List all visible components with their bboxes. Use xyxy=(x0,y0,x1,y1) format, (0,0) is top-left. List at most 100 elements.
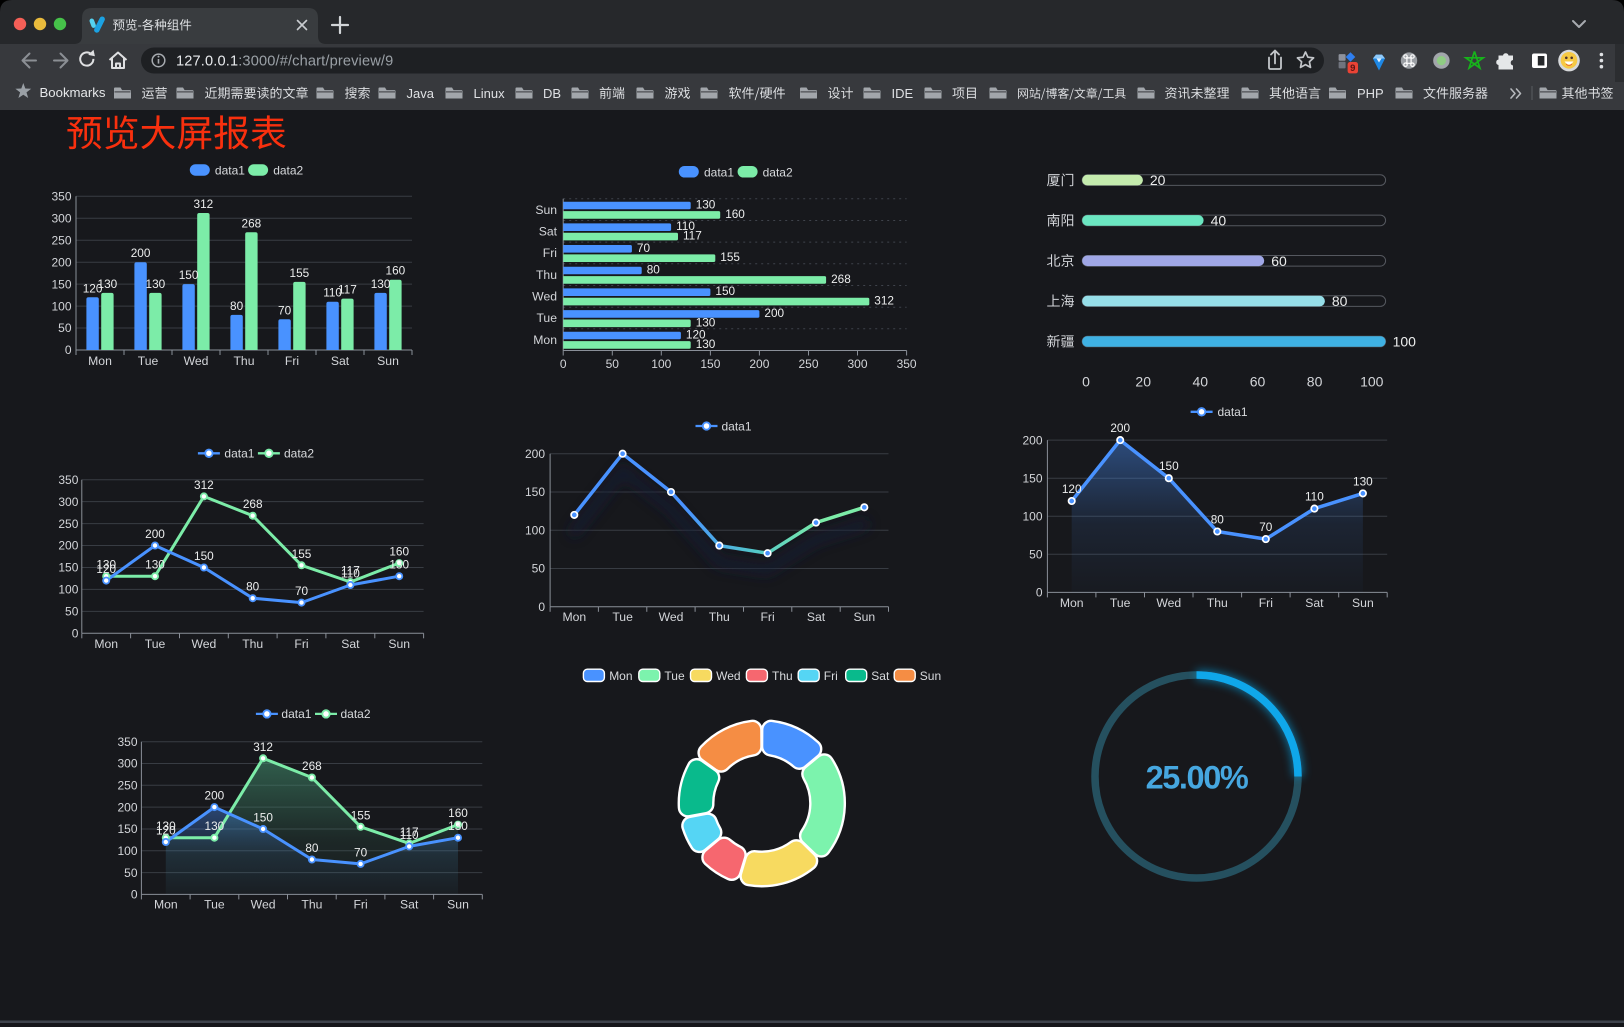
svg-text:50: 50 xyxy=(1029,548,1043,562)
svg-text:200: 200 xyxy=(205,789,225,803)
svg-text:60: 60 xyxy=(1271,253,1287,269)
svg-text:50: 50 xyxy=(65,605,79,619)
svg-text:117: 117 xyxy=(338,283,357,297)
svg-text:100: 100 xyxy=(117,844,137,858)
svg-text:Wed: Wed xyxy=(716,669,740,683)
svg-text:Thu: Thu xyxy=(709,610,730,624)
svg-text:Bookmarks: Bookmarks xyxy=(40,85,106,100)
svg-text:160: 160 xyxy=(389,545,409,559)
svg-text:Sat: Sat xyxy=(807,610,826,624)
svg-text:Sat: Sat xyxy=(400,898,419,912)
svg-text:Mon: Mon xyxy=(88,354,112,368)
svg-text:70: 70 xyxy=(1259,520,1273,534)
svg-text:100: 100 xyxy=(58,583,78,597)
svg-text:Fri: Fri xyxy=(285,354,299,368)
svg-text:350: 350 xyxy=(58,473,78,487)
svg-text:DB: DB xyxy=(543,86,561,101)
svg-text:Sat: Sat xyxy=(871,669,890,683)
svg-text:130: 130 xyxy=(146,277,166,291)
svg-text:0: 0 xyxy=(560,357,567,371)
svg-text:Tue: Tue xyxy=(138,354,159,368)
svg-text:Sun: Sun xyxy=(377,354,399,368)
svg-text:0: 0 xyxy=(1036,586,1043,600)
svg-text:268: 268 xyxy=(242,216,262,230)
svg-text:150: 150 xyxy=(58,561,78,575)
svg-text:Fri: Fri xyxy=(1259,596,1273,610)
svg-text:300: 300 xyxy=(847,357,867,371)
svg-text:200: 200 xyxy=(1022,433,1042,447)
svg-text:0: 0 xyxy=(131,888,138,902)
svg-text:Fri: Fri xyxy=(824,669,838,683)
svg-text:155: 155 xyxy=(290,266,310,280)
svg-text:312: 312 xyxy=(194,197,214,211)
svg-text:200: 200 xyxy=(58,539,78,553)
svg-text:Thu: Thu xyxy=(233,354,254,368)
svg-text:200: 200 xyxy=(131,246,151,260)
svg-text:130: 130 xyxy=(696,198,716,212)
svg-text:Wed: Wed xyxy=(184,354,209,368)
svg-text:Wed: Wed xyxy=(251,898,276,912)
svg-text:Thu: Thu xyxy=(301,898,322,912)
svg-text:130: 130 xyxy=(371,277,391,291)
svg-text:40: 40 xyxy=(1211,212,1227,228)
svg-text:Sun: Sun xyxy=(535,203,557,217)
svg-text:350: 350 xyxy=(117,735,137,749)
svg-text:Tue: Tue xyxy=(536,311,557,325)
svg-text:0: 0 xyxy=(538,600,545,614)
svg-text:200: 200 xyxy=(117,800,137,814)
svg-text:Tue: Tue xyxy=(1110,596,1131,610)
svg-text:70: 70 xyxy=(295,584,309,598)
svg-text:Thu: Thu xyxy=(772,669,793,683)
svg-text:data1: data1 xyxy=(722,419,752,433)
svg-text:200: 200 xyxy=(525,447,545,461)
svg-text:130: 130 xyxy=(696,315,716,329)
svg-text:200: 200 xyxy=(1110,421,1130,435)
svg-text:20: 20 xyxy=(1150,172,1166,188)
svg-text:300: 300 xyxy=(58,495,78,509)
svg-text:Mon: Mon xyxy=(154,898,178,912)
svg-text:130: 130 xyxy=(1353,474,1373,488)
svg-text:160: 160 xyxy=(725,207,745,221)
svg-text:150: 150 xyxy=(194,549,214,563)
svg-text:155: 155 xyxy=(292,547,312,561)
svg-text:350: 350 xyxy=(897,357,917,371)
svg-text:50: 50 xyxy=(606,357,620,371)
svg-text:Wed: Wed xyxy=(532,290,557,304)
svg-text:300: 300 xyxy=(117,757,137,771)
svg-text:70: 70 xyxy=(637,241,651,255)
svg-text:250: 250 xyxy=(58,517,78,531)
svg-text:80: 80 xyxy=(1211,513,1225,527)
svg-text:Wed: Wed xyxy=(191,637,216,651)
svg-text:Fri: Fri xyxy=(294,637,308,651)
svg-text:120: 120 xyxy=(156,824,176,838)
svg-text:150: 150 xyxy=(51,277,71,291)
svg-text:312: 312 xyxy=(194,478,214,492)
svg-text:200: 200 xyxy=(764,306,784,320)
svg-text:80: 80 xyxy=(647,263,661,277)
svg-text:268: 268 xyxy=(243,497,263,511)
svg-text:Mon: Mon xyxy=(533,333,557,347)
svg-text:130: 130 xyxy=(96,558,116,572)
svg-text:150: 150 xyxy=(117,822,137,836)
svg-text:Sat: Sat xyxy=(1305,596,1324,610)
svg-text:data1: data1 xyxy=(215,164,245,178)
svg-text:Wed: Wed xyxy=(1156,596,1181,610)
svg-text:40: 40 xyxy=(1193,374,1209,390)
svg-text:160: 160 xyxy=(386,264,406,278)
svg-text:200: 200 xyxy=(51,255,71,269)
svg-text:Mon: Mon xyxy=(609,669,632,683)
svg-text:9: 9 xyxy=(1350,63,1355,74)
svg-text:100: 100 xyxy=(1360,374,1384,390)
svg-text:150: 150 xyxy=(1022,471,1042,485)
svg-text:Thu: Thu xyxy=(1207,596,1228,610)
svg-text:130: 130 xyxy=(205,819,225,833)
svg-text:250: 250 xyxy=(117,779,137,793)
svg-text:100: 100 xyxy=(1393,334,1417,350)
svg-text:data1: data1 xyxy=(281,707,311,721)
svg-text:Sun: Sun xyxy=(447,898,469,912)
svg-text:20: 20 xyxy=(1135,374,1151,390)
svg-text:155: 155 xyxy=(351,808,371,822)
svg-text:0: 0 xyxy=(65,343,72,357)
svg-text:150: 150 xyxy=(1159,459,1179,473)
svg-text:100: 100 xyxy=(1022,510,1042,524)
